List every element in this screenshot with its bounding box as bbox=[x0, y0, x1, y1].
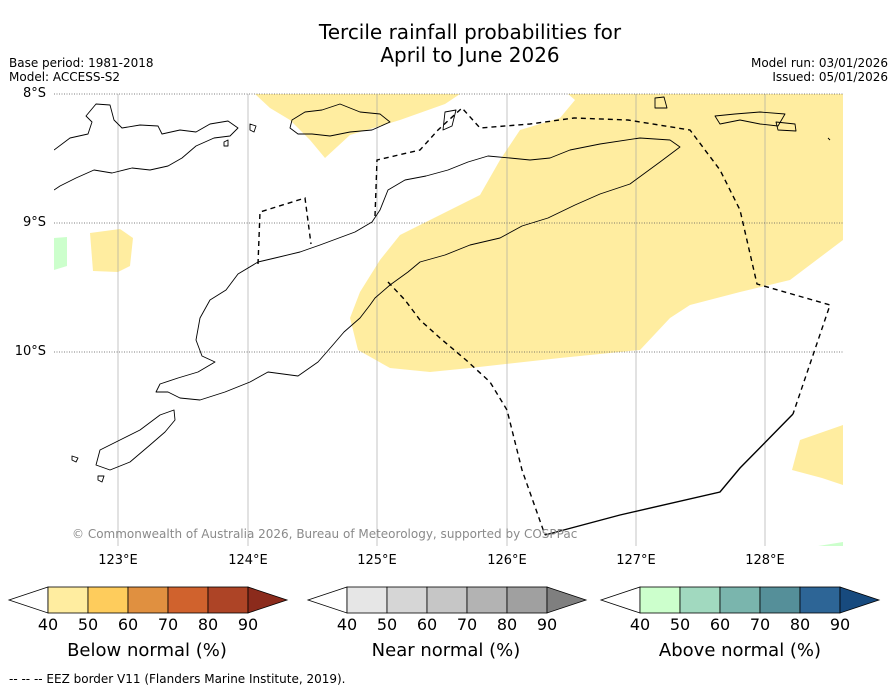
cb-below-tick-50: 50 bbox=[77, 615, 99, 634]
probability-fill-layer bbox=[54, 94, 843, 546]
cb-near-label: Near normal (%) bbox=[371, 640, 521, 661]
cb-near-tick-40: 40 bbox=[336, 615, 358, 634]
cb-near-tick-70: 70 bbox=[456, 615, 478, 634]
model-run: Model run: 03/01/2026 bbox=[750, 56, 888, 70]
eez-legend-note: -- -- -- EEZ border V11 (Flanders Marine… bbox=[9, 672, 346, 686]
model-name: Model: ACCESS-S2 bbox=[9, 70, 121, 84]
lat-label-8s: 8°S bbox=[22, 86, 46, 101]
below-normal-region-north bbox=[255, 94, 460, 158]
graticule-lat bbox=[54, 93, 843, 353]
flores-alor-coastline bbox=[54, 103, 239, 191]
cb-above-segment-4 bbox=[759, 586, 801, 614]
title-line-2: April to June 2026 bbox=[380, 43, 560, 67]
cb-near-extend-high bbox=[546, 586, 588, 614]
lon-label-125e: 125°E bbox=[357, 553, 397, 568]
northeast-tip bbox=[827, 137, 831, 141]
cb-above-tick-40: 40 bbox=[629, 615, 651, 634]
cb-below-tick-70: 70 bbox=[157, 615, 179, 634]
cb-below-tick-60: 60 bbox=[117, 615, 139, 634]
lon-label-128e: 128°E bbox=[745, 553, 785, 568]
cb-above-label: Above normal (%) bbox=[658, 640, 822, 661]
cb-near-segment-5 bbox=[506, 586, 548, 614]
cb-above-segment-1 bbox=[639, 586, 681, 614]
cb-below-tick-40: 40 bbox=[37, 615, 59, 634]
cb-below-label: Below normal (%) bbox=[67, 640, 227, 661]
cb-below-tick-90: 90 bbox=[237, 615, 259, 634]
leti-islands-coastline bbox=[714, 111, 786, 127]
cb-above-tick-90: 90 bbox=[829, 615, 851, 634]
alor-island-coastline bbox=[289, 103, 391, 137]
cb-below-extend-low bbox=[7, 586, 49, 614]
timor-coastline bbox=[155, 137, 681, 401]
cb-below-segment-2 bbox=[87, 586, 129, 614]
cb-above-segment-5 bbox=[799, 586, 841, 614]
eez-border-south-solid bbox=[544, 413, 794, 536]
cb-near-tick-90: 90 bbox=[536, 615, 558, 634]
lon-label-124e: 124°E bbox=[228, 553, 268, 568]
cb-near-segment-3 bbox=[426, 586, 468, 614]
kisar-coastline bbox=[775, 121, 797, 132]
coastline-layer bbox=[54, 96, 831, 483]
lon-label-127e: 127°E bbox=[616, 553, 656, 568]
cb-near-tick-50: 50 bbox=[376, 615, 398, 634]
below-normal-region-main bbox=[350, 94, 843, 372]
ndao-coastline bbox=[97, 475, 105, 483]
eez-border-timor-land bbox=[387, 281, 546, 536]
cb-above-segment-3 bbox=[719, 586, 761, 614]
below-normal-region-southeast bbox=[792, 425, 843, 485]
title-line-1: Tercile rainfall probabilities for bbox=[318, 20, 622, 44]
cb-below-segment-4 bbox=[167, 586, 209, 614]
below-normal-region-west bbox=[90, 229, 133, 272]
cb-near-tick-80: 80 bbox=[496, 615, 518, 634]
cb-below-segment-3 bbox=[127, 586, 169, 614]
base-period: Base period: 1981-2018 bbox=[9, 56, 154, 70]
cb-above-extend-high bbox=[839, 586, 881, 614]
eez-border-north bbox=[257, 107, 831, 415]
issued-date: Issued: 05/01/2026 bbox=[772, 70, 888, 84]
cb-near-segment-1 bbox=[346, 586, 388, 614]
graticule bbox=[117, 94, 766, 546]
cb-above-tick-70: 70 bbox=[749, 615, 771, 634]
sawu-coastline bbox=[71, 455, 79, 463]
cb-above-extend-low bbox=[599, 586, 641, 614]
cb-near-tick-60: 60 bbox=[416, 615, 438, 634]
copyright-notice: © Commonwealth of Australia 2026, Bureau… bbox=[72, 527, 578, 541]
cb-above-tick-50: 50 bbox=[669, 615, 691, 634]
lon-label-123e: 123°E bbox=[98, 553, 138, 568]
lat-label-10s: 10°S bbox=[14, 344, 46, 359]
small-island-1 bbox=[223, 139, 229, 147]
cb-above-segment-2 bbox=[679, 586, 721, 614]
small-island-2 bbox=[249, 123, 257, 133]
eez-border bbox=[257, 107, 831, 536]
above-normal-region-south bbox=[818, 542, 843, 546]
lon-label-126e: 126°E bbox=[487, 553, 527, 568]
cb-below-extend-high bbox=[247, 586, 289, 614]
cb-below-segment-5 bbox=[207, 586, 249, 614]
lat-label-9s: 9°S bbox=[22, 215, 46, 230]
rote-coastline bbox=[95, 409, 176, 471]
cb-near-segment-4 bbox=[466, 586, 508, 614]
cb-near-segment-2 bbox=[386, 586, 428, 614]
cb-below-tick-80: 80 bbox=[197, 615, 219, 634]
wetar-coastline bbox=[654, 96, 668, 109]
cb-above-tick-60: 60 bbox=[709, 615, 731, 634]
cb-near-extend-low bbox=[306, 586, 348, 614]
cb-above-tick-80: 80 bbox=[789, 615, 811, 634]
cb-below-segment-1 bbox=[47, 586, 89, 614]
above-normal-region-west bbox=[54, 237, 67, 270]
